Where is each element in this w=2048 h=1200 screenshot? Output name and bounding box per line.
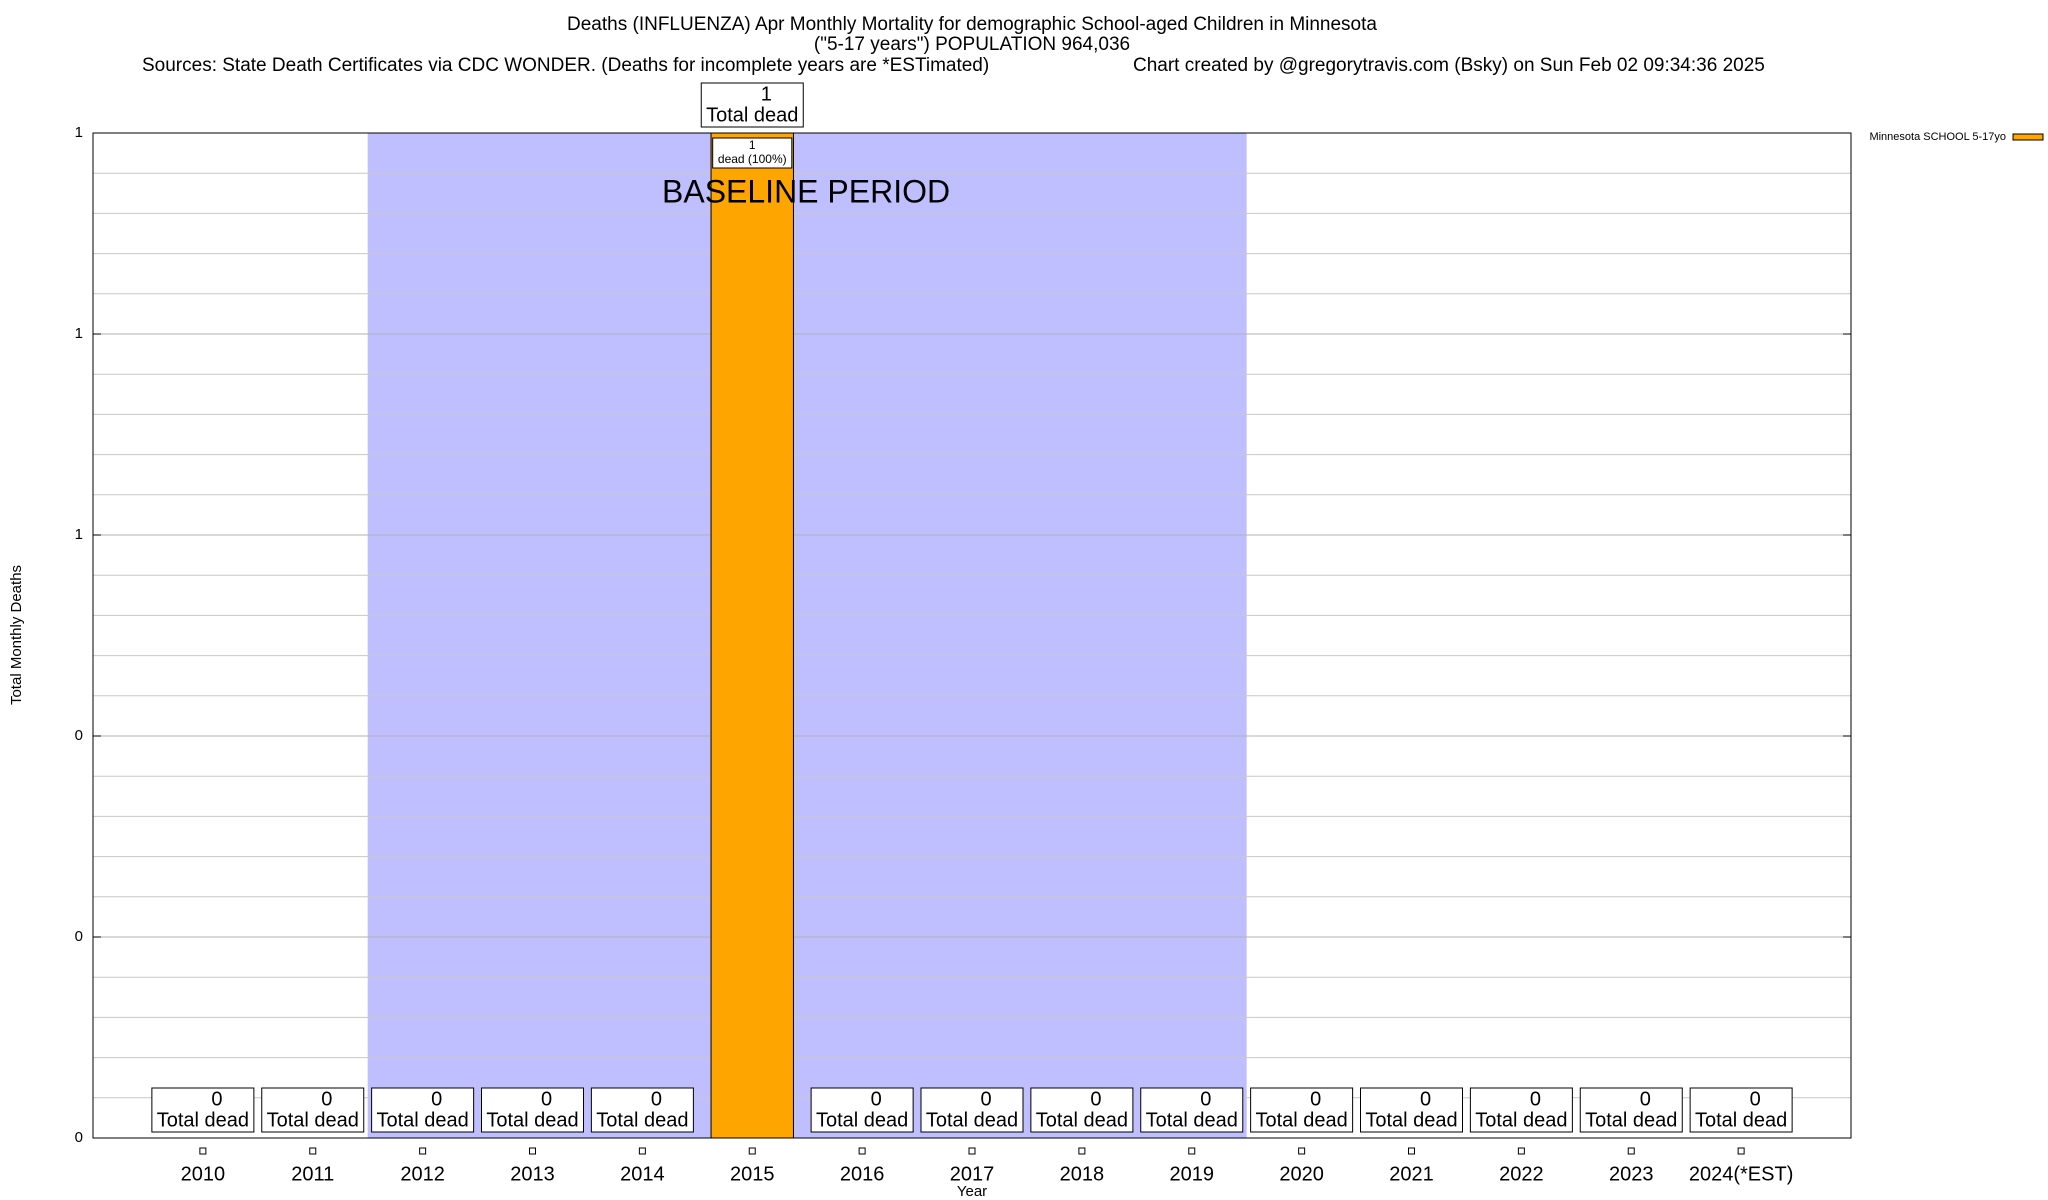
total-label-value: 0 [541, 1088, 552, 1110]
segment-label: dead (100%) [718, 152, 787, 166]
x-tick-label: 2023 [1609, 1163, 1654, 1185]
total-label-text: Total dead [1365, 1109, 1457, 1131]
x-tick-label: 2013 [510, 1163, 555, 1185]
x-tick-label: 2010 [181, 1163, 226, 1185]
total-label-text: Total dead [376, 1109, 468, 1131]
total-label-box [810, 1087, 914, 1133]
total-label-box [920, 1087, 1024, 1133]
total-label-value: 0 [1640, 1088, 1651, 1110]
total-label-value: 0 [980, 1088, 991, 1110]
x-tick [419, 1147, 427, 1155]
total-label-value: 0 [871, 1088, 882, 1110]
chart-subtitle: ("5-17 years") POPULATION 964,036 [814, 34, 1130, 55]
total-label-text: Total dead [1475, 1109, 1567, 1131]
total-label-box [1689, 1087, 1793, 1133]
total-label-box [1579, 1087, 1683, 1133]
x-tick-label: 2012 [400, 1163, 445, 1185]
total-label-text: Total dead [816, 1109, 908, 1131]
x-tick [1298, 1147, 1306, 1155]
total-label-value: 0 [1200, 1088, 1211, 1110]
total-label-text: Total dead [1255, 1109, 1347, 1131]
legend-swatch [2012, 133, 2044, 141]
x-tick [199, 1147, 207, 1155]
segment-label-box [712, 137, 793, 169]
total-label-value: 0 [651, 1088, 662, 1110]
total-label-text: Total dead [1146, 1109, 1238, 1131]
x-tick-label: 2022 [1499, 1163, 1544, 1185]
x-tick-label: 2014 [620, 1163, 665, 1185]
total-label-value: 0 [431, 1088, 442, 1110]
x-tick [638, 1147, 646, 1155]
x-tick-label: 2021 [1389, 1163, 1434, 1185]
total-label-text: Total dead [706, 104, 798, 126]
total-label-box [1360, 1087, 1463, 1133]
x-tick [1517, 1147, 1525, 1155]
y-tick-label: 1 [75, 526, 83, 543]
total-label-value: 0 [1090, 1088, 1101, 1110]
total-label-text: Total dead [926, 1109, 1018, 1131]
total-label-value: 0 [1750, 1088, 1761, 1110]
total-label-text: Total dead [1585, 1109, 1677, 1131]
total-label-text: Total dead [486, 1109, 578, 1131]
total-label-box [700, 82, 804, 128]
x-tick-label: 2011 [291, 1163, 334, 1185]
x-tick-label: 2018 [1060, 1163, 1105, 1185]
plot-frame [92, 132, 1852, 1139]
x-tick-label: 2019 [1170, 1163, 1215, 1185]
total-label-text: Total dead [267, 1109, 359, 1131]
total-label-value: 0 [1310, 1088, 1321, 1110]
total-label-box [1250, 1087, 1354, 1133]
x-tick [1078, 1147, 1086, 1155]
x-tick-label: 2017 [950, 1163, 995, 1185]
total-label-value: 0 [211, 1088, 222, 1110]
sources: Sources: State Death Certificates via CD… [142, 55, 989, 76]
x-tick [1737, 1147, 1745, 1155]
x-tick-label: 2016 [840, 1163, 885, 1185]
y-tick-label: 0 [75, 1129, 83, 1146]
total-label-box [1030, 1087, 1134, 1133]
total-label-box [371, 1087, 475, 1133]
x-tick [1627, 1147, 1635, 1155]
y-axis-label: Total Monthly Deaths [8, 565, 25, 705]
x-tick [309, 1147, 317, 1155]
bar [710, 132, 794, 1139]
x-tick [748, 1147, 756, 1155]
total-label-box [590, 1087, 694, 1133]
x-tick [858, 1147, 866, 1155]
total-label-box [151, 1087, 255, 1133]
total-label-text: Total dead [1036, 1109, 1128, 1131]
x-tick [529, 1147, 536, 1155]
total-label-value: 1 [761, 83, 772, 105]
credit: Chart created by @gregorytravis.com (Bsk… [1133, 55, 1765, 76]
total-label-text: Total dead [1695, 1109, 1787, 1131]
x-tick-label: 2024(*EST) [1689, 1163, 1794, 1185]
legend-label: Minnesota SCHOOL 5-17yo [1869, 131, 2006, 143]
chart-title: Deaths (INFLUENZA) Apr Monthly Mortality… [567, 14, 1377, 35]
total-label-box [1469, 1087, 1573, 1133]
total-label-text: Total dead [157, 1109, 249, 1131]
baseline-region [367, 133, 1247, 1138]
total-label-box [481, 1087, 584, 1133]
total-label-value: 0 [1420, 1088, 1431, 1110]
x-tick-label: 2015 [730, 1163, 775, 1185]
x-axis-label: Year [957, 1183, 987, 1200]
x-tick [968, 1147, 976, 1155]
total-label-text: Total dead [596, 1109, 688, 1131]
total-label-value: 0 [1530, 1088, 1541, 1110]
x-tick-label: 2020 [1279, 1163, 1324, 1185]
y-tick-label: 1 [75, 124, 83, 141]
segment-label-value: 1 [749, 138, 756, 152]
total-label-box [1140, 1087, 1244, 1133]
y-tick-label: 1 [75, 325, 83, 342]
y-tick-label: 0 [75, 928, 83, 945]
total-label-box [261, 1087, 365, 1133]
x-tick [1408, 1147, 1415, 1155]
total-label-value: 0 [321, 1088, 332, 1110]
baseline-label: BASELINE PERIOD [662, 173, 950, 209]
x-tick [1188, 1147, 1196, 1155]
y-tick-label: 0 [75, 727, 83, 744]
